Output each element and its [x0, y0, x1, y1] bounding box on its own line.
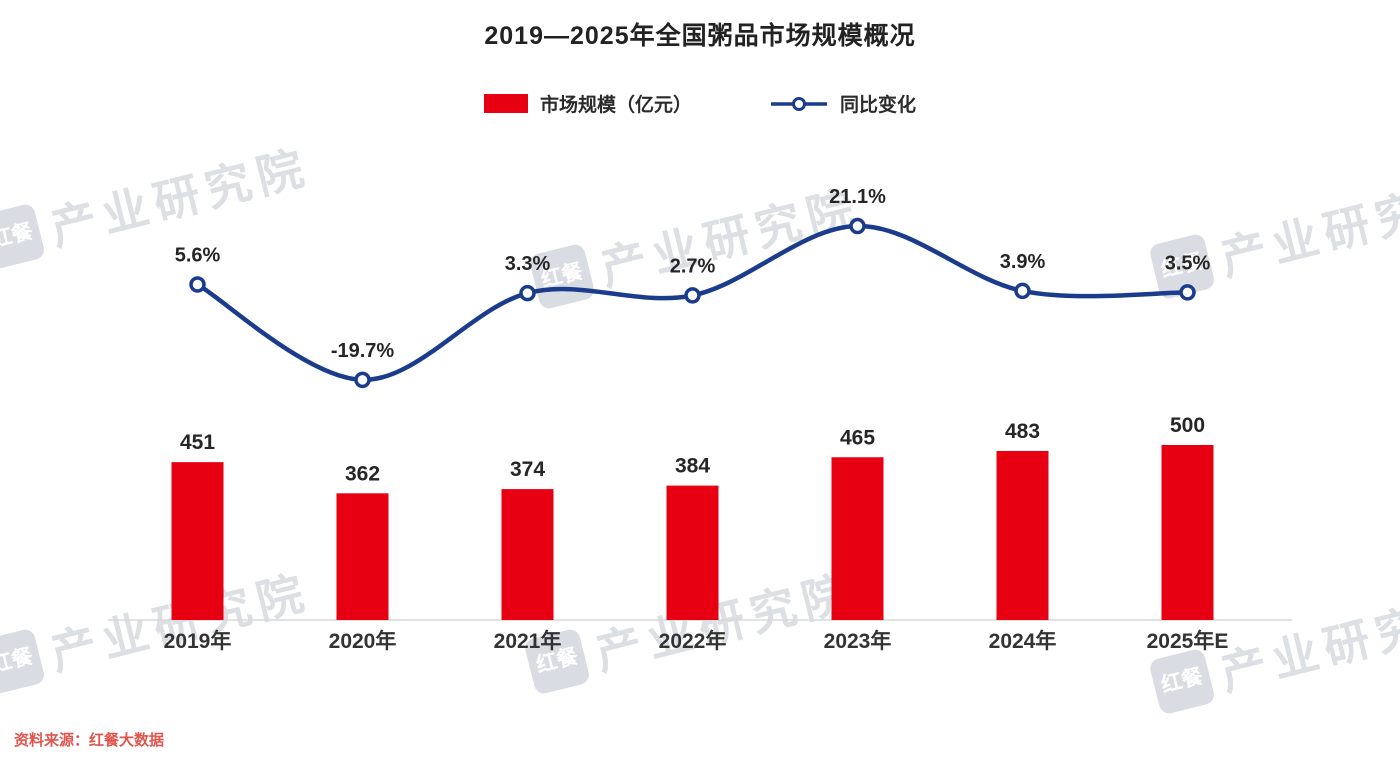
bar-6 — [996, 450, 1049, 620]
yoy-value-label: 3.3% — [505, 253, 551, 275]
x-axis-label: 2021年 — [494, 629, 562, 653]
x-axis-label: 2024年 — [989, 629, 1057, 653]
yoy-point-1 — [189, 276, 206, 293]
yoy-point-4 — [684, 287, 701, 304]
yoy-value-label: -19.7% — [331, 340, 395, 362]
bar-3 — [501, 489, 554, 620]
x-axis-label: 2020年 — [329, 629, 397, 653]
legend-bar-label: 市场规模（亿元） — [539, 95, 692, 116]
yoy-value-label: 5.6% — [175, 244, 221, 266]
legend-item-bar: 市场规模（亿元） — [483, 90, 692, 117]
line-series-marker-icon — [771, 96, 827, 111]
bar-value-label: 374 — [510, 458, 545, 481]
bar-4 — [666, 485, 719, 620]
bar-5 — [831, 457, 884, 620]
bar-value-label: 384 — [675, 455, 710, 478]
chart-title: 2019—2025年全国粥品市场规模概况 — [484, 22, 916, 50]
yoy-value-label: 3.9% — [1000, 251, 1046, 273]
yoy-point-6 — [1014, 282, 1031, 300]
bar-2 — [336, 493, 389, 620]
x-axis-label: 2019年 — [164, 629, 232, 653]
yoy-point-3 — [519, 284, 536, 302]
bar-value-label: 483 — [1005, 420, 1040, 443]
bar-series-swatch-icon — [483, 94, 528, 113]
x-axis-label: 2025年E — [1147, 629, 1229, 653]
source-note: 资料来源：红餐大数据 — [14, 732, 165, 749]
yoy-point-7 — [1179, 284, 1196, 301]
yoy-point-5 — [849, 217, 866, 235]
legend-line-label: 同比变化 — [840, 95, 917, 116]
yoy-point-2 — [354, 371, 371, 389]
bar-value-label: 451 — [180, 431, 215, 454]
x-axis-label: 2022年 — [659, 629, 727, 653]
yoy-value-label: 2.7% — [670, 255, 716, 277]
bar-value-label: 465 — [840, 426, 875, 449]
bar-7 — [1161, 445, 1214, 620]
legend-item-line: 同比变化 — [770, 90, 916, 117]
chart-legend: 市场规模（亿元） 同比变化 — [0, 90, 1400, 117]
yoy-value-label: 21.1% — [829, 186, 886, 208]
yoy-value-label: 3.5% — [1165, 252, 1211, 274]
bar-value-label: 362 — [345, 462, 380, 485]
bar-1 — [171, 462, 224, 620]
bar-value-label: 500 — [1170, 414, 1205, 437]
x-axis-label: 2023年 — [824, 629, 892, 653]
